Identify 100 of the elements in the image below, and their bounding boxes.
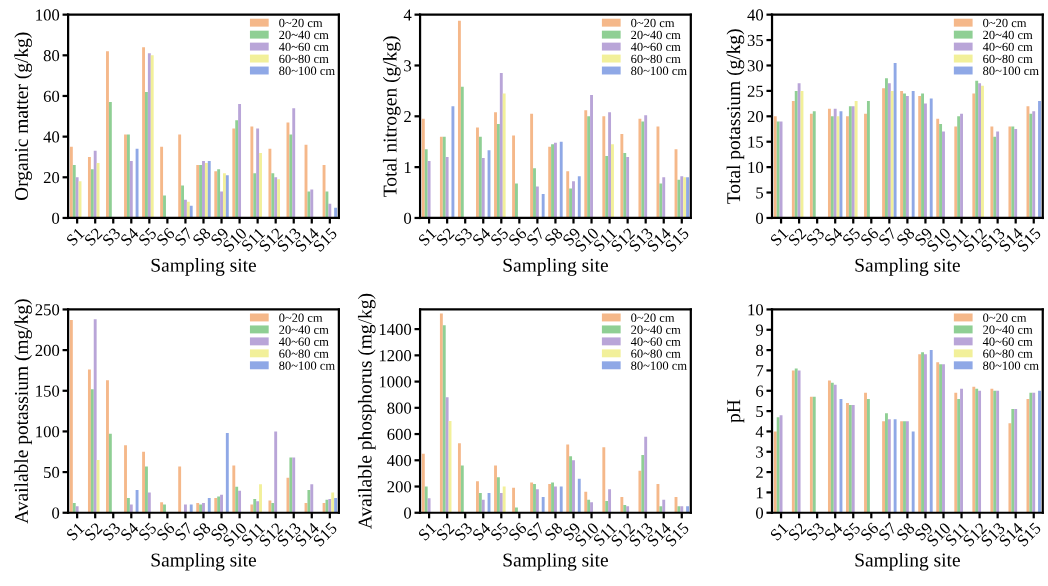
x-axis-title: Sampling site [855,258,960,276]
y-tick-label: 25 [747,85,764,97]
y-tick-label: 1000 [379,376,412,388]
y-tick-label: 20 [747,111,764,123]
y-tick-label: 40 [747,9,764,21]
x-tick-label: S3 [453,227,474,247]
y-tick-label: 30 [747,60,764,72]
y-tick-label: 150 [36,385,60,397]
y-tick-label: 4 [755,426,764,438]
x-tick-label: S2 [435,522,455,542]
y-axis-title: Total nitrogen (g/kg) [382,36,401,197]
y-tick-label: 20 [43,171,60,184]
y-tick-label: 10 [748,304,764,316]
x-tick-label: S7 [878,521,898,542]
x-tick-label: S3 [101,227,122,247]
x-tick-label: S3 [805,521,825,542]
y-tick-label: 0 [404,507,412,519]
y-tick-label: 60 [43,90,60,102]
y-tick-label: 40 [43,131,60,143]
y-tick-label: 0 [52,507,60,519]
x-tick-label: S5 [490,521,510,542]
x-tick-label: S3 [101,521,122,542]
x-tick-label: S4 [120,226,140,247]
x-axis-title: Sampling site [151,258,257,276]
x-tick-label: S1 [769,522,789,542]
y-tick-label: 50 [44,466,60,479]
x-tick-label: S4 [120,521,140,542]
y-tick-label: 3 [756,446,764,458]
x-tick-label: S6 [508,521,528,542]
x-tick-label: S4 [823,521,844,542]
y-tick-label: 2 [756,466,763,478]
y-tick-label: 800 [387,402,412,414]
x-tick-label: S8 [192,521,212,542]
y-tick-label: 35 [747,34,764,47]
y-tick-label: 3 [404,60,412,72]
y-tick-label: 100 [36,426,60,438]
y-tick-label: 100 [36,9,60,21]
y-tick-label: 1 [756,487,763,499]
x-tick-label: S6 [156,227,176,247]
x-axis-title: Sampling site [503,552,608,571]
y-axis-title: Organic matter (g/kg) [14,32,33,201]
y-tick-label: 80 [43,50,60,62]
x-tick-label: S6 [860,227,880,247]
x-tick-label: S5 [841,227,862,247]
y-axis-title: pH [727,399,745,423]
y-tick-label: 1400 [379,323,412,336]
y-tick-label: 600 [387,428,412,440]
x-axis-title: Sampling site [503,258,608,276]
x-axis-title: Sampling site [855,552,960,571]
x-tick-label: S3 [453,521,474,542]
x-tick-label: S2 [83,227,103,247]
x-tick-label: S8 [544,521,564,542]
x-tick-label: S1 [769,227,789,247]
x-tick-label: S5 [138,227,158,247]
x-tick-label: S4 [823,226,844,247]
x-tick-label: S7 [526,227,546,247]
y-tick-label: 200 [35,344,60,357]
x-tick-label: S2 [787,522,807,542]
y-tick-label: 400 [387,454,412,467]
y-tick-label: 6 [756,385,764,397]
x-tick-label: S7 [174,521,194,542]
x-tick-label: S6 [860,521,880,542]
y-tick-label: 2 [404,111,411,123]
y-tick-label: 200 [387,481,412,493]
x-tick-label: S7 [174,227,194,247]
y-tick-label: 0 [756,507,764,519]
y-tick-label: 5 [756,187,764,199]
y-tick-label: 1 [404,161,411,173]
y-axis-title: Total potassium (g/kg) [726,29,745,204]
x-tick-label: S8 [544,227,564,247]
x-tick-label: S3 [805,227,825,247]
x-tick-label: S7 [526,521,546,542]
y-tick-label: 0 [404,212,412,224]
x-tick-label: S1 [417,522,437,542]
y-tick-label: 7 [756,365,764,377]
y-tick-label: 0 [756,212,764,224]
x-axis-title: Sampling site [151,552,257,571]
x-tick-label: S8 [896,521,916,542]
x-tick-label: S2 [787,227,807,247]
x-tick-label: S7 [878,227,898,247]
y-tick-label: 10 [748,161,764,174]
y-tick-label: 8 [756,344,764,357]
y-tick-label: 15 [748,136,764,148]
x-tick-label: S8 [896,227,916,247]
y-axis-title: Available potassium (mg/kg) [14,299,33,524]
y-tick-label: 0 [52,212,60,224]
x-tick-label: S6 [156,521,176,542]
x-tick-label: S5 [138,521,158,542]
x-tick-label: S2 [83,522,103,542]
x-tick-label: S6 [508,227,528,247]
x-tick-label: S1 [65,522,85,542]
x-tick-label: S4 [471,226,492,247]
x-tick-label: S1 [65,227,85,247]
x-tick-label: S2 [435,227,455,247]
y-axis-title: Available phosphorus (mg/kg) [357,293,376,529]
x-tick-label: S5 [490,227,510,247]
y-tick-label: 250 [35,304,60,316]
x-tick-label: S1 [417,227,437,247]
x-tick-label: S5 [841,521,862,542]
y-tick-label: 5 [756,405,764,418]
